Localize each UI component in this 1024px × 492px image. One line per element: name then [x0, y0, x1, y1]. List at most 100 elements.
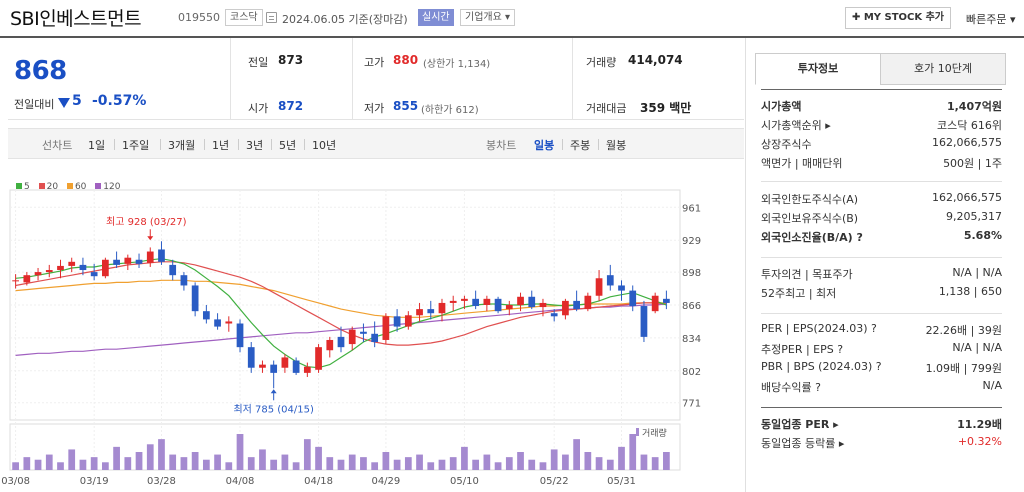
- volume-bar[interactable]: [315, 446, 322, 470]
- volume-bar[interactable]: [135, 452, 143, 470]
- volume-bar[interactable]: [360, 457, 367, 470]
- volume-bar[interactable]: [68, 449, 76, 470]
- candlestick-chart[interactable]: 961 929 898 866 834 802 771 03/08 03/19 03/28 04/0…: [0, 188, 744, 492]
- volume-bar[interactable]: [472, 459, 480, 470]
- candle-body[interactable]: [382, 316, 390, 340]
- candle-body[interactable]: [12, 280, 19, 282]
- volume-bar[interactable]: [236, 434, 244, 470]
- candle-body[interactable]: [146, 251, 154, 263]
- volume-bar[interactable]: [393, 459, 401, 470]
- volume-bar[interactable]: [45, 454, 53, 470]
- volume-bar[interactable]: [180, 457, 188, 470]
- volume-bar[interactable]: [169, 454, 177, 470]
- candle-body[interactable]: [236, 323, 244, 348]
- legend-ma5[interactable]: 5: [16, 182, 30, 192]
- period-3m[interactable]: 3개월: [168, 139, 196, 152]
- candle-body[interactable]: [438, 302, 446, 314]
- volume-bar[interactable]: [191, 452, 199, 470]
- candle-body[interactable]: [416, 309, 423, 316]
- volume-bar[interactable]: [270, 459, 278, 470]
- volume-bar[interactable]: [259, 449, 266, 470]
- tab-investment-info[interactable]: 투자정보: [755, 53, 881, 85]
- candle-body[interactable]: [573, 300, 580, 310]
- candle-body[interactable]: [393, 316, 401, 327]
- candle-body[interactable]: [259, 364, 266, 368]
- candle-body[interactable]: [337, 336, 345, 348]
- volume-bar[interactable]: [247, 457, 255, 470]
- volume-bar[interactable]: [573, 439, 580, 470]
- candle-body[interactable]: [629, 290, 637, 307]
- period-weekly[interactable]: 주봉: [570, 139, 591, 152]
- candle-body[interactable]: [618, 285, 625, 291]
- volume-bar[interactable]: [528, 459, 536, 470]
- volume-bar[interactable]: [449, 457, 457, 470]
- candle-body[interactable]: [57, 265, 64, 271]
- candle-body[interactable]: [326, 339, 334, 351]
- volume-bar[interactable]: [113, 446, 120, 470]
- period-5y[interactable]: 5년: [279, 139, 297, 152]
- period-10y[interactable]: 10년: [312, 139, 337, 152]
- volume-bar[interactable]: [651, 457, 659, 470]
- candle-body[interactable]: [404, 315, 412, 327]
- volume-bar[interactable]: [12, 462, 19, 470]
- candle-body[interactable]: [505, 305, 513, 310]
- candle-body[interactable]: [45, 270, 53, 273]
- candle-body[interactable]: [483, 298, 491, 305]
- candle-body[interactable]: [68, 261, 76, 266]
- period-3y[interactable]: 3년: [246, 139, 264, 152]
- candle-body[interactable]: [292, 360, 300, 373]
- candle-body[interactable]: [23, 275, 31, 283]
- company-overview-dropdown[interactable]: 기업개요 ▾: [460, 9, 515, 26]
- candle-body[interactable]: [427, 309, 435, 314]
- volume-bar[interactable]: [102, 462, 109, 470]
- candle-body[interactable]: [315, 347, 322, 370]
- volume-bar[interactable]: [214, 454, 221, 470]
- volume-bar[interactable]: [663, 452, 670, 470]
- volume-bar[interactable]: [34, 459, 42, 470]
- candle-body[interactable]: [79, 264, 87, 271]
- add-my-stock-button[interactable]: ✚ MY STOCK 추가: [845, 7, 951, 29]
- candle-body[interactable]: [281, 357, 289, 368]
- candle-body[interactable]: [214, 319, 221, 327]
- period-monthly[interactable]: 월봉: [606, 139, 627, 152]
- candle-body[interactable]: [640, 306, 648, 337]
- realtime-button[interactable]: 실시간: [418, 9, 454, 26]
- candle-body[interactable]: [550, 313, 558, 317]
- candle-body[interactable]: [360, 331, 367, 334]
- candle-body[interactable]: [517, 296, 524, 305]
- candle-body[interactable]: [191, 285, 199, 312]
- volume-bar[interactable]: [416, 454, 423, 470]
- period-1w[interactable]: 1주일: [122, 139, 150, 152]
- volume-bar[interactable]: [483, 454, 491, 470]
- candle-body[interactable]: [606, 275, 614, 286]
- volume-bar[interactable]: [539, 462, 547, 470]
- legend-ma20[interactable]: 20: [38, 182, 58, 192]
- volume-bar[interactable]: [158, 439, 165, 470]
- legend-ma120[interactable]: 120: [95, 182, 120, 192]
- candle-body[interactable]: [124, 257, 132, 264]
- volume-bar[interactable]: [371, 462, 379, 470]
- candle-body[interactable]: [202, 311, 210, 320]
- candle-body[interactable]: [348, 329, 356, 345]
- quick-order-dropdown[interactable]: 빠른주문 ▾: [966, 13, 1016, 26]
- legend-ma60[interactable]: 60: [66, 182, 86, 192]
- candle-body[interactable]: [180, 275, 188, 286]
- candle-body[interactable]: [562, 300, 569, 316]
- volume-bar[interactable]: [584, 452, 592, 470]
- candle-body[interactable]: [247, 347, 255, 368]
- volume-bar[interactable]: [595, 457, 603, 470]
- volume-bar[interactable]: [79, 459, 87, 470]
- candle-body[interactable]: [102, 259, 109, 277]
- volume-bar[interactable]: [505, 457, 513, 470]
- volume-bar[interactable]: [292, 462, 300, 470]
- period-1y[interactable]: 1년: [212, 139, 230, 152]
- volume-bar[interactable]: [57, 462, 64, 470]
- volume-bar[interactable]: [382, 452, 390, 470]
- volume-bar[interactable]: [404, 457, 412, 470]
- volume-bar[interactable]: [550, 449, 558, 470]
- volume-bar[interactable]: [517, 452, 524, 470]
- volume-bar[interactable]: [640, 454, 648, 470]
- volume-bar[interactable]: [427, 462, 435, 470]
- volume-bar[interactable]: [124, 457, 132, 470]
- candle-body[interactable]: [169, 264, 177, 276]
